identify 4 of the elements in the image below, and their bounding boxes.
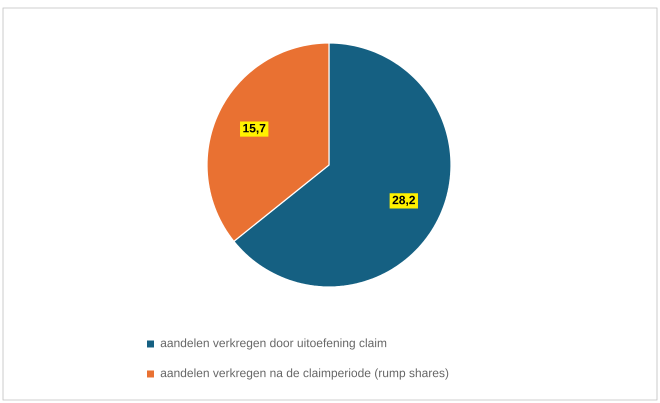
data-label: 28,2 [392,196,416,206]
legend-label: aandelen verkregen door uitoefening claim [160,338,386,350]
data-label: 15,7 [243,124,266,134]
legend-label: aandelen verkregen na de claimperiode (rump shares) [160,368,448,380]
